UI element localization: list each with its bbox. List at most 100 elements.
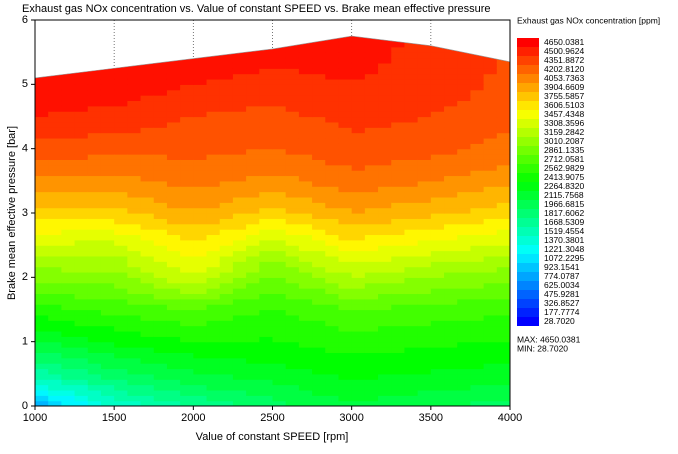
contour-cell	[193, 245, 208, 252]
contour-cell	[417, 52, 432, 59]
contour-cell	[61, 357, 76, 364]
contour-cell	[325, 218, 340, 225]
contour-cell	[470, 175, 485, 182]
contour-cell	[193, 347, 208, 353]
contour-cell	[35, 271, 49, 278]
contour-cell	[153, 170, 168, 177]
contour-cell	[140, 137, 155, 144]
contour-cell	[364, 36, 379, 37]
contour-cell	[391, 395, 406, 402]
contour-cell	[154, 20, 168, 26]
contour-cell	[246, 154, 260, 160]
contour-cell	[87, 384, 102, 391]
contour-cell	[232, 400, 247, 406]
contour-cell	[35, 277, 49, 284]
contour-cell	[298, 293, 313, 300]
contour-cell	[259, 223, 274, 230]
contour-cell	[35, 213, 49, 219]
contour-cell	[87, 218, 102, 225]
contour-cell	[153, 266, 168, 273]
contour-cell	[74, 127, 89, 134]
contour-cell	[391, 73, 406, 80]
contour-cell	[430, 255, 445, 262]
contour-cell	[48, 20, 62, 26]
contour-cell	[470, 271, 485, 278]
contour-cell	[483, 347, 498, 353]
contour-cell	[351, 62, 366, 69]
contour-cell	[470, 116, 485, 123]
contour-cell	[74, 202, 89, 209]
contour-cell	[61, 352, 76, 359]
contour-cell	[232, 293, 247, 300]
contour-cell	[351, 36, 366, 43]
contour-cell	[483, 78, 498, 85]
contour-cell	[325, 121, 340, 128]
contour-cell	[496, 164, 510, 171]
contour-cell	[404, 78, 419, 85]
contour-cell	[114, 111, 128, 118]
contour-cell	[457, 95, 472, 102]
contour-cell	[74, 223, 89, 230]
contour-cell	[48, 202, 62, 209]
contour-cell	[206, 36, 221, 43]
contour-cell	[114, 143, 128, 150]
contour-cell	[483, 304, 498, 311]
contour-cell	[483, 213, 498, 219]
contour-cell	[48, 389, 62, 396]
contour-cell	[272, 314, 287, 321]
contour-cell	[325, 196, 340, 203]
contour-cell	[232, 202, 247, 209]
contour-cell	[298, 384, 313, 391]
contour-cell	[325, 255, 340, 262]
contour-cell	[430, 223, 445, 230]
colorbar-swatch	[517, 56, 539, 65]
contour-cell	[457, 229, 472, 236]
contour-cell	[206, 105, 221, 112]
contour-cell	[259, 229, 274, 236]
contour-cell	[351, 288, 366, 295]
contour-cell	[246, 95, 260, 102]
contour-cell	[259, 341, 274, 348]
contour-cell	[325, 379, 340, 386]
colorbar-swatch	[517, 137, 539, 146]
contour-cell	[444, 255, 458, 262]
contour-cell	[417, 36, 432, 43]
contour-cell	[470, 357, 485, 364]
contour-cell	[483, 261, 498, 268]
contour-cell	[378, 309, 392, 316]
contour-cell	[114, 57, 128, 64]
contour-cell	[127, 320, 142, 327]
contour-cell	[61, 78, 76, 85]
contour-cell	[100, 389, 115, 396]
contour-cell	[180, 127, 194, 134]
contour-cell	[470, 336, 485, 343]
contour-cell	[378, 89, 392, 96]
contour-cell	[470, 137, 485, 144]
contour-cell	[364, 384, 379, 391]
contour-cell	[378, 84, 392, 91]
contour-cell	[272, 36, 287, 37]
contour-cell	[430, 121, 445, 128]
contour-cell	[232, 250, 247, 257]
contour-cell	[127, 314, 142, 321]
contour-cell	[338, 266, 353, 273]
contour-cell	[391, 213, 406, 219]
contour-cell	[391, 127, 406, 134]
contour-cell	[496, 137, 510, 144]
contour-cell	[232, 41, 247, 48]
contour-cell	[417, 250, 432, 257]
contour-cell	[193, 309, 208, 316]
contour-cell	[259, 384, 274, 391]
contour-cell	[100, 347, 115, 353]
contour-cell	[272, 304, 287, 311]
contour-cell	[153, 62, 168, 69]
contour-cell	[219, 73, 234, 80]
contour-cell	[364, 196, 379, 203]
contour-cell	[206, 100, 221, 107]
contour-cell	[74, 121, 89, 128]
contour-cell	[444, 223, 458, 230]
contour-cell	[166, 320, 181, 327]
contour-cell	[378, 336, 392, 343]
contour-cell	[140, 298, 155, 305]
contour-cell	[470, 229, 485, 236]
